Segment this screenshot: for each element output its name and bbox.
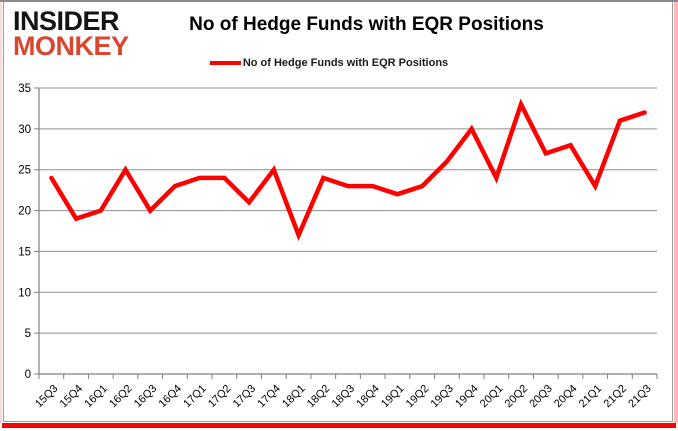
- x-axis-label: 17Q2: [206, 383, 234, 411]
- x-axis-label: 20Q2: [503, 383, 531, 411]
- x-axis-label: 20Q3: [527, 383, 555, 411]
- insider-monkey-logo: INSIDER MONKEY: [13, 6, 129, 62]
- y-axis-label: 10: [18, 287, 31, 299]
- x-axis-label: 17Q3: [231, 383, 259, 411]
- frame-right-border: [672, 2, 673, 421]
- logo-line-monkey: MONKEY: [13, 31, 129, 62]
- x-axis-label: 18Q1: [280, 383, 308, 411]
- series-line-hedge-funds: [49, 98, 647, 242]
- y-axis-label: 5: [25, 328, 31, 340]
- x-axis-label: 16Q3: [132, 383, 160, 411]
- x-axis-label: 20Q1: [478, 383, 506, 411]
- frame-bottom-border: [3, 421, 673, 422]
- x-axis-label: 18Q2: [305, 383, 333, 411]
- y-axis-label: 20: [18, 206, 31, 218]
- x-axis-label: 15Q4: [58, 383, 86, 411]
- x-axis-label: 19Q1: [379, 383, 407, 411]
- y-axis-label: 15: [18, 246, 31, 258]
- frame-left-glow: [0, 2, 2, 423]
- x-axis-label: 17Q1: [181, 383, 209, 411]
- x-axis-label: 19Q3: [428, 383, 456, 411]
- x-axis-label: 16Q1: [82, 383, 110, 411]
- frame-left-border: [3, 2, 4, 421]
- x-axis-label: 21Q1: [577, 383, 605, 411]
- x-axis-label: 17Q4: [255, 383, 283, 411]
- frame-top-border: [0, 0, 678, 2]
- x-axis-label: 21Q3: [626, 383, 654, 411]
- x-axis-label: 20Q4: [552, 383, 580, 411]
- y-axis-label: 30: [18, 124, 31, 136]
- y-axis-label: 0: [25, 369, 31, 381]
- legend-line-marker-icon: [209, 61, 241, 65]
- x-axis-label: 16Q4: [157, 383, 185, 411]
- x-axis-label: 21Q2: [602, 383, 630, 411]
- x-axis-label: 18Q4: [354, 383, 382, 411]
- page-title: No of Hedge Funds with EQR Positions: [189, 14, 544, 35]
- frame-right-glow: [674, 2, 678, 423]
- x-axis-label: 15Q3: [33, 383, 61, 411]
- x-axis-label: 19Q2: [404, 383, 432, 411]
- logo-line-insider: INSIDER: [13, 6, 120, 36]
- x-axis-label: 19Q4: [453, 383, 481, 411]
- y-axis-label: 25: [18, 165, 31, 177]
- x-axis-label: 18Q3: [330, 383, 358, 411]
- x-axis-label: 16Q2: [107, 383, 135, 411]
- bottom-red-accent-bar: [2, 423, 676, 428]
- legend-label: No of Hedge Funds with EQR Positions: [242, 57, 449, 69]
- y-axis-label: 35: [18, 83, 31, 95]
- legend: No of Hedge Funds with EQR Positions: [0, 57, 658, 69]
